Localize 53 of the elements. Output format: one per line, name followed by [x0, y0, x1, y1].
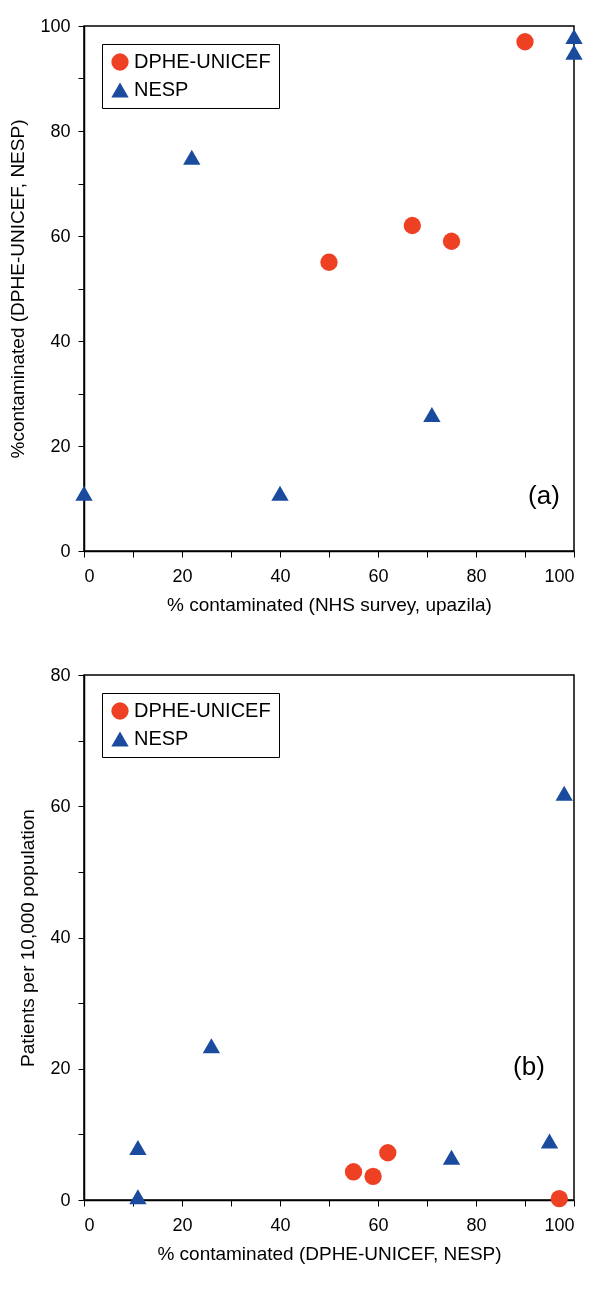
x-tick-label: 100 — [544, 1214, 575, 1235]
legend-label: NESP — [134, 727, 189, 749]
y-tick-label: 40 — [50, 927, 71, 947]
x-tick-label: 100 — [544, 565, 575, 586]
x-tick-label: 80 — [466, 1214, 487, 1235]
y-tick-label: 80 — [50, 664, 71, 685]
point — [550, 1190, 568, 1208]
x-axis-title: % contaminated (DPHE-UNICEF, NESP) — [157, 1242, 502, 1264]
y-tick-label: 40 — [50, 330, 71, 351]
legend-label: NESP — [134, 78, 189, 100]
legend-label: DPHE-UNICEF — [134, 699, 271, 721]
x-tick-label: 0 — [84, 1214, 95, 1235]
point — [129, 1140, 147, 1155]
y-tick-label: 60 — [50, 795, 71, 816]
point — [379, 1144, 397, 1162]
x-tick-label: 20 — [172, 565, 193, 586]
point — [565, 44, 583, 60]
point — [129, 1189, 147, 1205]
x-tick-label: 0 — [84, 565, 95, 586]
y-axis-title: %contaminated (DPHE-UNICEF, NESP) — [7, 119, 29, 459]
y-tick-label: 80 — [50, 120, 71, 141]
x-tick-label: 60 — [368, 565, 389, 586]
annotation: (b) — [513, 1051, 545, 1081]
y-tick-label: 20 — [50, 1058, 71, 1079]
annotation: (a) — [528, 480, 560, 510]
x-tick-label: 40 — [270, 565, 291, 586]
point — [516, 33, 534, 51]
point — [183, 149, 201, 165]
point — [565, 29, 583, 44]
x-tick-label: 40 — [270, 1214, 291, 1235]
y-tick-label: 20 — [50, 435, 71, 456]
point — [423, 407, 441, 422]
x-tick-label: 80 — [466, 565, 487, 586]
legend-label: DPHE-UNICEF — [134, 50, 271, 72]
x-tick-label: 60 — [368, 1214, 389, 1235]
point — [555, 785, 573, 801]
point — [271, 485, 289, 501]
point — [540, 1133, 559, 1149]
point — [403, 216, 421, 235]
y-tick-label: 60 — [50, 225, 71, 246]
point — [442, 232, 461, 250]
point — [442, 1149, 461, 1165]
y-tick-label: 100 — [40, 15, 71, 36]
point — [364, 1167, 382, 1186]
point — [202, 1038, 221, 1054]
point — [320, 253, 338, 271]
y-tick-label: 0 — [60, 1189, 71, 1210]
y-axis-title: Patients per 10,000 population — [17, 809, 39, 1067]
x-axis-title: % contaminated (NHS survey, upazila) — [167, 593, 492, 615]
point — [344, 1163, 363, 1181]
y-tick-label: 0 — [60, 540, 71, 561]
point — [75, 485, 93, 501]
x-tick-label: 20 — [172, 1214, 193, 1235]
